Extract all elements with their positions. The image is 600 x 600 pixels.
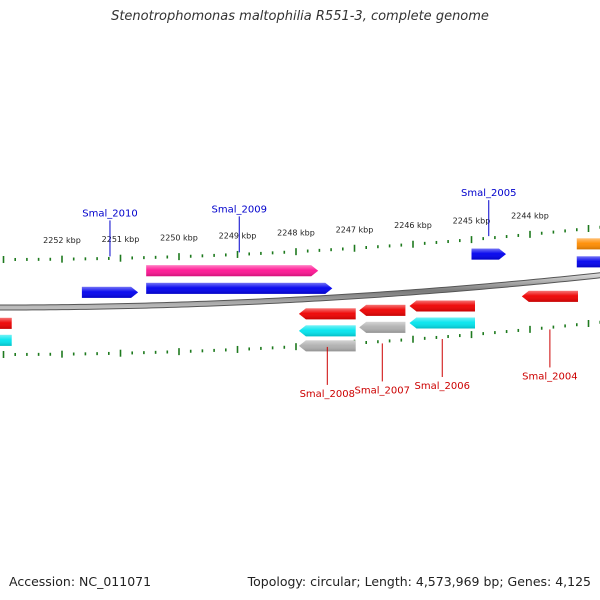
gene-label-smal-2010[interactable]: Smal_2010 [82,208,137,219]
gene-smal-2005-shading [471,248,506,260]
gene-smal-2010-shading [81,286,139,298]
gene-label-smal-2005[interactable]: Smal_2005 [461,188,516,199]
gene-smal-2004-shading [521,290,578,302]
gene-feature-4-shading [576,256,600,268]
scale-tick-label-2251-kbp: 2251 kbp [102,235,140,244]
gene-feature-12-shading [359,321,406,333]
gene-feature-5[interactable] [576,238,600,250]
scale-tick-label-2244-kbp: 2244 kbp [511,211,549,220]
features-layer [0,238,600,352]
genome-title: Stenotrophomonas maltophilia R551-3, com… [111,9,489,24]
gene-feature-9[interactable] [298,325,356,337]
gene-smal-2006[interactable] [409,300,476,312]
gene-smal-2007[interactable] [359,304,406,316]
gene-feature-14[interactable] [409,317,476,329]
gene-feature-9-shading [298,325,356,337]
gene-feature-2[interactable] [146,265,319,277]
gene-smal-2007-shading [359,304,406,316]
gene-feature-6[interactable] [0,317,12,329]
gene-label-smal-2008[interactable]: Smal_2008 [300,389,355,400]
accession-text: Accession: NC_011071 [9,574,152,589]
gene-label-smal-2009[interactable]: Smal_2009 [212,204,267,215]
gene-label-smal-2004[interactable]: Smal_2004 [522,371,577,382]
gene-smal-2004[interactable] [521,290,578,302]
gene-feature-5-shading [576,238,600,250]
genome-backbone [0,273,600,310]
gene-feature-6-shading [0,317,12,329]
gene-feature-12[interactable] [359,321,406,333]
scale-tick-label-2250-kbp: 2250 kbp [160,234,198,243]
backbone-layer [0,272,600,311]
scale-tick-label-2246-kbp: 2246 kbp [394,221,432,230]
gene-feature-7[interactable] [0,334,12,346]
scale-ticks-layer: 2252 kbp 2251 kbp 2250 kbp 2249 kbp 2248 kbp… [2,211,600,358]
gene-smal-2005[interactable] [471,248,507,260]
gene-feature-4[interactable] [576,256,600,268]
gene-feature-7-shading [0,334,12,346]
gene-smal-2008-shading [298,308,356,320]
scale-tick-label-2252-kbp: 2252 kbp [43,236,81,245]
scale-tick-label-2249-kbp: 2249 kbp [219,231,257,240]
scale-tick-label-2247-kbp: 2247 kbp [336,225,374,234]
genome-summary-text: Topology: circular; Length: 4,573,969 bp… [247,574,591,589]
gene-smal-2006-shading [409,300,475,312]
gene-feature-10-shading [298,340,356,352]
gene-smal-2010[interactable] [81,286,139,298]
gene-feature-2-shading [146,265,319,277]
gene-smal-2009[interactable] [146,282,333,294]
scale-tick-label-2245-kbp: 2245 kbp [453,217,491,226]
gene-label-smal-2006[interactable]: Smal_2006 [415,381,470,392]
scale-tick-label-2248-kbp: 2248 kbp [277,229,315,238]
gene-label-smal-2007[interactable]: Smal_2007 [355,385,410,396]
gene-smal-2008[interactable] [298,308,356,320]
gene-feature-10[interactable] [298,340,356,352]
gene-smal-2009-shading [146,282,333,294]
gene-feature-14-shading [409,317,475,329]
